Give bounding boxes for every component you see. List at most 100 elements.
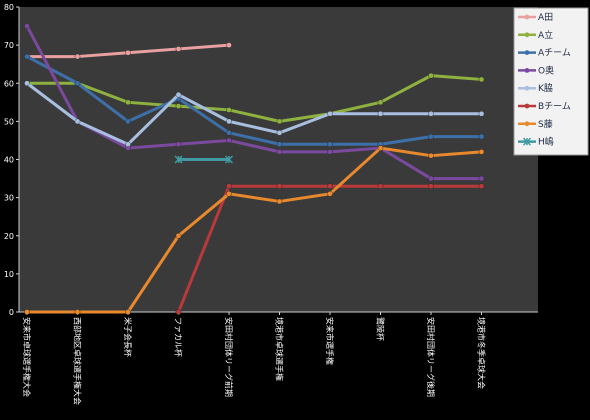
y-tick-label: 10: [4, 270, 14, 279]
data-point: [377, 145, 384, 151]
series-layer: [24, 23, 485, 315]
legend-label: A立: [538, 29, 553, 41]
data-point: [428, 72, 434, 79]
legend-label: Aチーム: [538, 48, 571, 59]
data-point: [74, 309, 81, 315]
legend-item: Bチーム: [518, 101, 571, 112]
data-point: [327, 141, 333, 148]
x-tick-label: 安来市卓球選手権大会: [22, 317, 32, 397]
data-point: [24, 23, 30, 29]
x-tick-label: ファカル杯: [174, 317, 184, 357]
legend-marker: [522, 137, 532, 146]
data-point: [276, 198, 283, 205]
data-point: [226, 191, 232, 197]
legend-marker: [524, 14, 530, 20]
data-point: [478, 183, 485, 189]
y-tick-label: 30: [4, 194, 14, 203]
data-point: [428, 175, 434, 182]
y-tick-label: 70: [4, 41, 14, 50]
data-point: [74, 53, 81, 60]
data-point: [478, 149, 485, 155]
legend-marker: [524, 50, 530, 55]
data-point: [327, 149, 333, 155]
data-point: [226, 137, 232, 144]
plot-area: [19, 7, 538, 312]
legend-marker: [524, 121, 530, 127]
data-point: [74, 118, 81, 125]
y-tick-label: 20: [4, 232, 14, 241]
legend-item: A立: [518, 29, 553, 41]
data-point: [174, 155, 183, 164]
legend-label: K脇: [538, 83, 553, 94]
x-tick-label: 安田村団体リーグ前期: [224, 317, 234, 397]
data-point: [175, 309, 182, 315]
data-point: [226, 130, 232, 136]
y-tick-label: 40: [4, 156, 14, 165]
legend: A田 A立 Aチーム O奥 K脇 Bチーム S藤 H嶋: [513, 7, 589, 156]
data-point: [226, 118, 232, 125]
series-line: [25, 55, 483, 146]
data-point: [428, 110, 434, 117]
x-tick-label: 境港市冬季卓球大会: [477, 317, 487, 389]
legend-item: S藤: [518, 118, 553, 130]
x-tick-label: 米子会長杯: [123, 317, 133, 357]
legend-label: A田: [538, 12, 553, 23]
series-7: [24, 145, 485, 315]
data-point: [478, 175, 485, 182]
legend-marker: [524, 103, 530, 109]
legend-item: H嶋: [518, 136, 554, 148]
data-point: [478, 133, 485, 140]
legend-marker: [524, 85, 530, 91]
data-point: [377, 99, 384, 106]
data-point: [24, 80, 30, 87]
legend-label: H嶋: [538, 136, 554, 148]
data-point: [478, 110, 485, 117]
y-tick-label: 60: [4, 79, 14, 88]
data-point: [327, 191, 333, 197]
legend-item: K脇: [518, 83, 553, 94]
legend-item: Aチーム: [518, 48, 571, 59]
x-tick-label: 西部地区卓球選手権大会: [73, 317, 83, 405]
series-6: [175, 183, 485, 315]
data-point: [125, 99, 131, 106]
data-point: [226, 183, 232, 189]
series-3: [24, 53, 485, 148]
x-tick-label: 境港市卓球選手権: [275, 317, 285, 381]
data-point: [175, 103, 182, 109]
data-point: [175, 141, 182, 148]
data-point: [276, 118, 283, 125]
data-point: [276, 141, 283, 148]
legend-marker: [524, 68, 530, 73]
data-point: [276, 130, 283, 136]
series-line: [25, 146, 483, 314]
x-tick-label: 安田村団体リーグ後期: [426, 317, 436, 397]
data-point: [175, 91, 182, 98]
data-point: [327, 183, 333, 189]
data-point: [175, 46, 182, 52]
data-point: [276, 183, 283, 189]
data-point: [224, 155, 234, 164]
y-tick-label: 0: [9, 308, 14, 317]
legend-label: S藤: [538, 118, 553, 130]
data-point: [478, 76, 485, 83]
legend-label: O奥: [538, 64, 554, 76]
data-point: [175, 232, 182, 239]
y-tick-label: 50: [4, 117, 14, 126]
data-point: [125, 118, 131, 125]
data-point: [428, 133, 434, 140]
series-line: [25, 81, 483, 146]
data-point: [226, 107, 232, 113]
y-tick-label: 80: [4, 3, 14, 12]
series-8: [174, 155, 234, 164]
x-tick-label: 鷺陵杯: [376, 317, 386, 341]
legend-label: Bチーム: [538, 101, 571, 112]
data-point: [226, 42, 232, 48]
data-point: [377, 183, 384, 189]
data-point: [276, 149, 283, 155]
legend-item: A田: [518, 12, 553, 23]
data-point: [74, 80, 81, 87]
data-point: [125, 141, 131, 148]
data-point: [428, 152, 434, 159]
data-point: [377, 110, 384, 117]
data-point: [428, 183, 434, 189]
